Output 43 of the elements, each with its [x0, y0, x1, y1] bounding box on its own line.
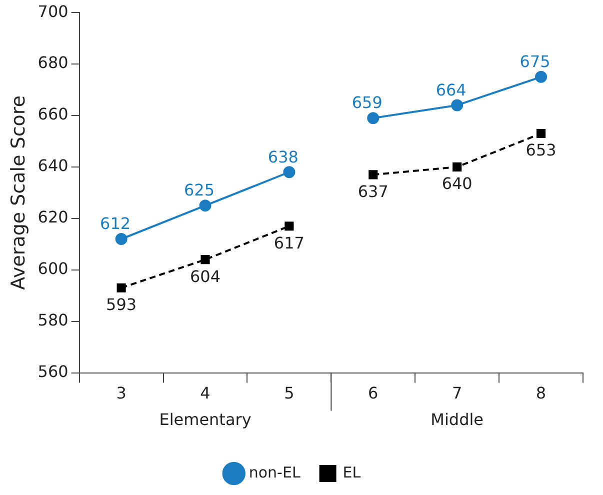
x-tick-label: 3	[116, 384, 126, 403]
legend-label: non-EL	[248, 463, 301, 482]
data-label: 604	[190, 266, 221, 286]
text: Middle	[430, 410, 484, 429]
point	[535, 70, 548, 83]
x-tick-label: 5	[284, 384, 294, 403]
data-label: 664	[436, 80, 466, 100]
y-axis-title: Average Scale Score	[7, 95, 30, 290]
legend-label: EL	[342, 463, 362, 482]
data-label: 675	[520, 52, 550, 72]
data-label: 625	[184, 180, 215, 200]
data-label: 612	[100, 214, 131, 234]
data-label: 593	[106, 295, 137, 314]
point	[200, 255, 210, 264]
y-tick-label: 620	[38, 208, 68, 227]
data-label: 659	[352, 93, 382, 112]
y-tick-label: 640	[38, 156, 68, 176]
x-tick-label: 7	[452, 384, 462, 403]
point	[199, 200, 212, 212]
data-label: 638	[268, 147, 298, 166]
point	[283, 166, 296, 178]
y-tick-label: 560	[38, 362, 68, 381]
data-label: 653	[526, 140, 556, 160]
y-tick-label: 700	[38, 2, 68, 21]
data-label: 637	[358, 182, 388, 201]
y-tick-label: 580	[38, 310, 68, 330]
y-tick-label: 660	[38, 104, 68, 124]
x-tick-label: 4	[200, 384, 210, 403]
point	[536, 128, 546, 138]
y-tick-label: 680	[38, 53, 68, 72]
x-tick-label: 6	[368, 384, 378, 403]
point	[451, 99, 464, 112]
point	[115, 233, 128, 246]
y-tick-label: 600	[38, 259, 68, 278]
point	[368, 170, 378, 180]
x-tick-label: 8	[536, 384, 546, 403]
point	[116, 283, 126, 292]
text: Elementary	[159, 410, 252, 429]
point	[284, 222, 294, 231]
data-label: 640	[442, 174, 472, 194]
point	[452, 162, 462, 172]
data-label: 617	[274, 233, 304, 252]
point	[367, 112, 380, 124]
